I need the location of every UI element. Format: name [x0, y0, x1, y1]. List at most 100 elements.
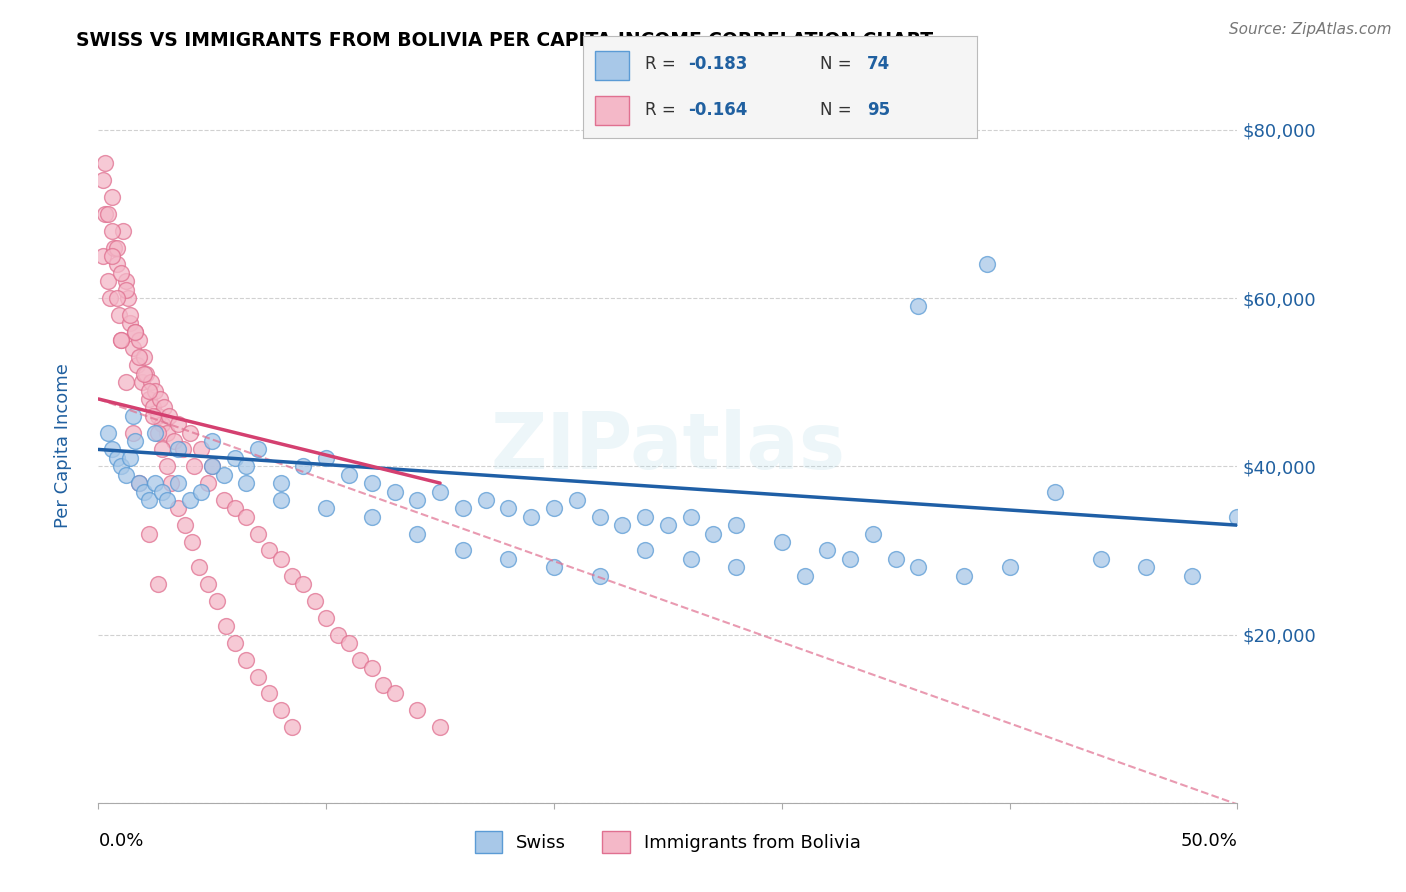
Point [259, 686, 281, 700]
Point [998, 560, 1021, 574]
Point [770, 535, 793, 549]
Point [197, 577, 219, 591]
Point [167, 417, 190, 432]
Point [94, 156, 117, 170]
Point [1043, 484, 1066, 499]
Point [259, 543, 281, 558]
Point [224, 450, 246, 465]
Text: 0.0%: 0.0% [98, 832, 143, 850]
Point [131, 375, 153, 389]
Point [292, 577, 315, 591]
Point [135, 367, 157, 381]
Point [167, 501, 190, 516]
Point [91, 173, 114, 187]
Point [110, 459, 132, 474]
Point [128, 333, 150, 347]
Point [138, 384, 160, 398]
Point [612, 518, 634, 533]
Point [124, 325, 146, 339]
Point [337, 636, 360, 650]
Point [543, 560, 565, 574]
Point [406, 703, 429, 717]
Text: R =: R = [644, 55, 681, 73]
Point [105, 257, 128, 271]
Point [702, 526, 724, 541]
Point [839, 551, 862, 566]
Point [101, 442, 124, 457]
Point [114, 375, 136, 389]
Point [565, 492, 588, 507]
Point [91, 249, 114, 263]
Point [167, 442, 190, 457]
Point [474, 492, 496, 507]
Point [187, 560, 209, 574]
Point [149, 392, 172, 406]
FancyBboxPatch shape [595, 51, 628, 79]
Point [1090, 551, 1112, 566]
Point [326, 627, 349, 641]
Point [588, 509, 610, 524]
Point [105, 450, 128, 465]
Point [205, 594, 228, 608]
Point [101, 249, 124, 263]
Point [128, 476, 150, 491]
Point [315, 610, 337, 624]
Point [235, 459, 257, 474]
Point [101, 190, 124, 204]
Point [862, 526, 884, 541]
Point [406, 526, 429, 541]
Point [183, 459, 205, 474]
Point [725, 518, 748, 533]
Point [110, 266, 132, 280]
Text: Source: ZipAtlas.com: Source: ZipAtlas.com [1229, 22, 1392, 37]
Point [128, 476, 150, 491]
Point [384, 686, 406, 700]
Point [156, 459, 179, 474]
Point [270, 492, 292, 507]
Point [172, 442, 194, 457]
Point [128, 350, 150, 364]
Point [150, 417, 173, 432]
Point [976, 257, 998, 271]
Point [884, 551, 907, 566]
Text: 95: 95 [868, 101, 890, 119]
Text: ZIPatlas: ZIPatlas [491, 409, 845, 485]
Point [360, 509, 382, 524]
Point [197, 476, 219, 491]
Point [679, 509, 702, 524]
Point [1226, 509, 1249, 524]
Point [114, 283, 136, 297]
Point [105, 291, 128, 305]
Point [160, 476, 183, 491]
Point [132, 484, 155, 499]
Point [124, 434, 146, 448]
Point [179, 492, 201, 507]
Point [105, 240, 128, 255]
Point [657, 518, 679, 533]
FancyBboxPatch shape [595, 96, 628, 125]
Text: Per Capita Income: Per Capita Income [55, 364, 72, 528]
Point [337, 467, 360, 482]
Point [498, 501, 520, 516]
Point [315, 450, 337, 465]
Point [429, 484, 451, 499]
Point [498, 551, 520, 566]
Legend: Swiss, Immigrants from Bolivia: Swiss, Immigrants from Bolivia [468, 824, 868, 861]
Point [156, 425, 179, 440]
Point [371, 678, 394, 692]
Point [146, 409, 169, 423]
Point [246, 442, 269, 457]
Point [304, 594, 326, 608]
Point [108, 308, 131, 322]
Point [292, 459, 315, 474]
Point [117, 291, 139, 305]
Point [146, 577, 169, 591]
Point [634, 543, 657, 558]
Point [360, 661, 382, 675]
Point [520, 509, 543, 524]
Point [588, 568, 610, 582]
Point [451, 501, 474, 516]
Point [121, 342, 143, 356]
Point [132, 367, 155, 381]
Point [270, 476, 292, 491]
